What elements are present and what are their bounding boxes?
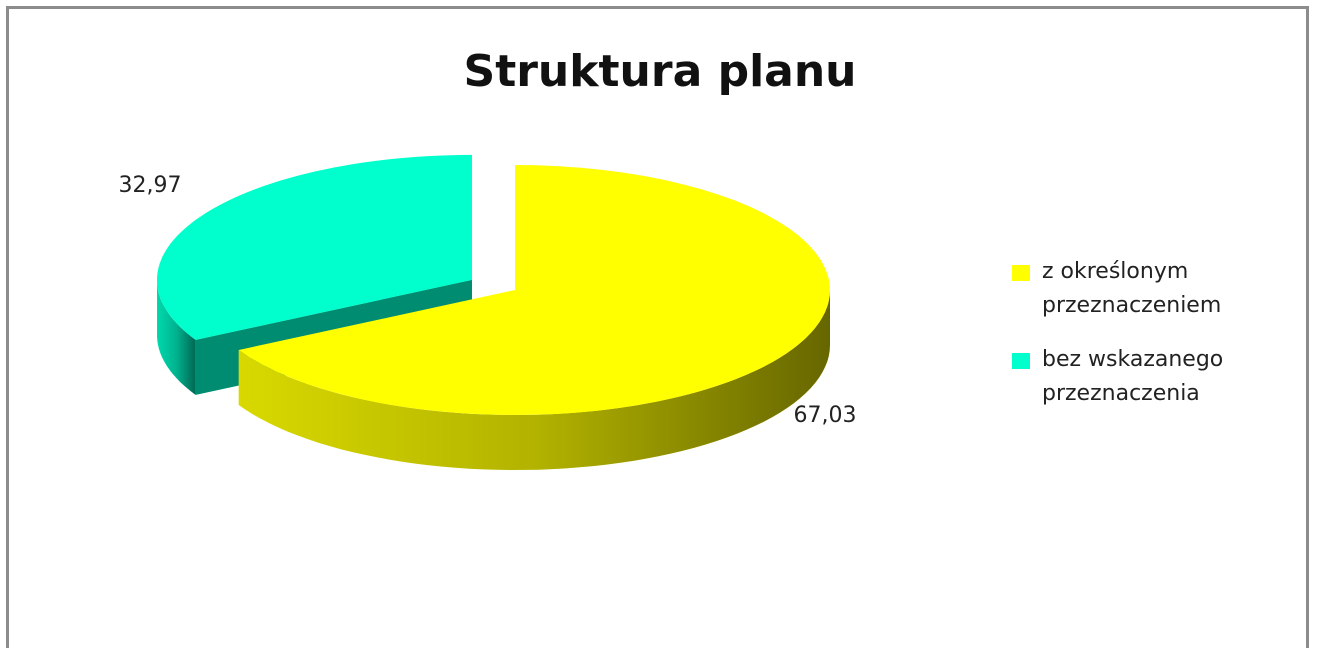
slice (157, 154, 472, 340)
legend-swatch (1012, 353, 1030, 369)
legend-label: z określonym przeznaczeniem (1042, 259, 1222, 318)
data-label: 67,03 (794, 403, 857, 428)
data-label: 32,97 (119, 173, 182, 198)
slice-wall-shade (238, 290, 830, 470)
legend-label: bez wskazanego przeznaczenia (1042, 347, 1224, 406)
chart-frame (6, 6, 1309, 648)
legend-item: bez wskazanego przeznaczenia (1012, 343, 1262, 411)
slice (238, 165, 830, 415)
legend: z określonym przeznaczeniem bez wskazaneg… (1012, 255, 1262, 431)
slice-wall-shade (157, 279, 196, 395)
legend-swatch (1012, 265, 1030, 281)
chart-title: Struktura planu (464, 46, 857, 97)
legend-item: z określonym przeznaczeniem (1012, 255, 1262, 323)
